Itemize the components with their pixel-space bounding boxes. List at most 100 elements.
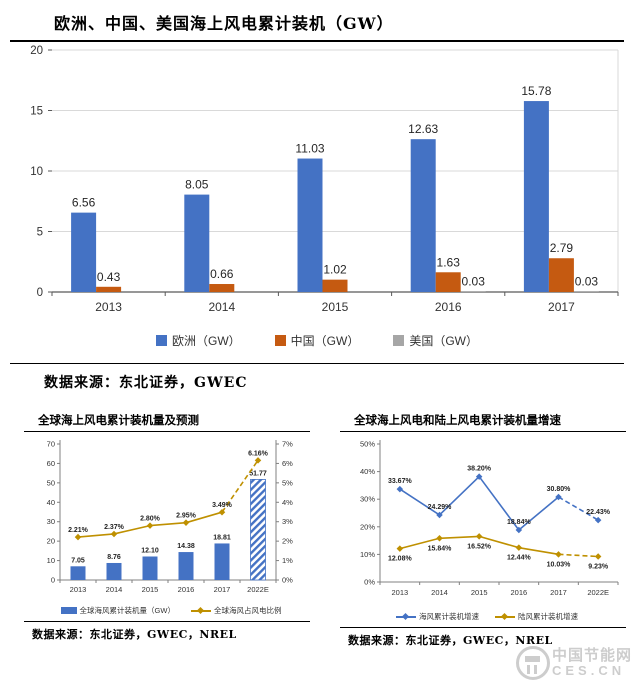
main-bar-chart: 0 5 10 15 20 2013 2014 2015 2016 2017 6.56 8.05 11.0… bbox=[30, 45, 619, 314]
line-segment bbox=[149, 521, 187, 527]
y-tick-label: 0 bbox=[51, 576, 55, 585]
y-tick-label: 40% bbox=[360, 467, 375, 476]
data-label: 0.66 bbox=[210, 267, 234, 281]
watermark: 中国节能网 CES.CN bbox=[515, 646, 632, 680]
bar bbox=[250, 479, 266, 581]
bar bbox=[297, 158, 323, 292]
data-label: 9.23% bbox=[588, 564, 609, 571]
watermark-line1: 中国节能网 bbox=[551, 646, 632, 664]
bar bbox=[435, 272, 461, 292]
growth-rates-chart: 0% 10% 20% 30% 40% 50% 2013 2014 2015 2016 2017 202… bbox=[360, 440, 619, 597]
line-segment bbox=[77, 533, 115, 538]
data-label: 12.10 bbox=[141, 547, 159, 554]
x-tick-label: 2013 bbox=[95, 300, 122, 314]
legend-bar-icon bbox=[60, 607, 77, 614]
line-segment bbox=[185, 511, 223, 524]
data-label: 15.84% bbox=[428, 545, 453, 552]
growth-rates-source-rule bbox=[340, 627, 626, 628]
data-label: 16.52% bbox=[467, 543, 492, 550]
bar bbox=[573, 291, 599, 292]
legend-label: 欧洲（GW） bbox=[171, 334, 241, 348]
data-label: 33.67% bbox=[388, 478, 413, 485]
main-chart-legend: 欧洲（GW） 中国（GW） 美国（GW） bbox=[0, 324, 634, 361]
x-tick-label: 2015 bbox=[471, 588, 488, 597]
legend-item: 全球海风占风电比例 bbox=[190, 605, 282, 616]
marker bbox=[110, 530, 118, 538]
legend-line-icon bbox=[495, 615, 515, 618]
legend-item: 全球海风累计装机量（GW） bbox=[60, 605, 175, 616]
sub-charts-row: 全球海上风电累计装机量及预测 0 10 20 30 40 50 60 70 0% 1% 2% 3% 4%… bbox=[0, 410, 634, 648]
y2-tick-label: 0% bbox=[282, 576, 293, 585]
legend-label: 全球海风累计装机量（GW） bbox=[79, 606, 175, 615]
y-tick-label: 20% bbox=[360, 522, 375, 531]
offshore-forecast-legend: 全球海风累计装机量（GW） 全球海风占风电比例 bbox=[24, 605, 318, 616]
data-label: 0.03 bbox=[575, 275, 599, 289]
legend-line-icon bbox=[190, 609, 211, 612]
line-segment bbox=[478, 535, 520, 549]
y-tick-label: 20 bbox=[47, 537, 55, 546]
legend-label: 全球海风占风电比例 bbox=[213, 606, 282, 615]
marker bbox=[74, 533, 82, 541]
data-label: 6.56 bbox=[72, 196, 96, 210]
data-label: 11.03 bbox=[295, 142, 324, 156]
data-label: 30.80% bbox=[547, 486, 572, 493]
x-tick-label: 2013 bbox=[70, 585, 87, 594]
watermark-line2: CES.CN bbox=[551, 663, 626, 679]
growth-rates-panel: 全球海上风电和陆上风电累计装机量增速 0% 10% 20% 30% 40% 50% 2013… bbox=[318, 410, 634, 648]
legend-swatch-icon bbox=[155, 335, 167, 346]
bar bbox=[214, 543, 230, 580]
data-label: 8.05 bbox=[185, 178, 209, 192]
data-label: 2.21% bbox=[68, 527, 89, 534]
data-label: 12.44% bbox=[507, 555, 532, 562]
legend-swatch-icon bbox=[274, 335, 286, 346]
marker bbox=[555, 551, 562, 558]
y-tick-label: 10% bbox=[360, 550, 375, 559]
offshore-forecast-source: 数据来源：东北证券，GWEC，NREL bbox=[32, 628, 237, 641]
y-tick-label: 15 bbox=[30, 106, 43, 118]
bar bbox=[523, 101, 549, 292]
y-tick-label: 40 bbox=[47, 498, 55, 507]
legend-item: 中国（GW） bbox=[274, 332, 359, 349]
bar bbox=[96, 286, 122, 292]
marker bbox=[396, 545, 404, 552]
bar bbox=[106, 562, 122, 580]
y2-tick-label: 4% bbox=[282, 498, 293, 507]
data-label: 51.77 bbox=[249, 470, 267, 477]
x-tick-label: 2017 bbox=[214, 585, 231, 594]
data-label: 18.81 bbox=[213, 534, 231, 541]
growth-rates-title: 全球海上风电和陆上风电累计装机量增速 bbox=[354, 413, 561, 427]
y-tick-label: 50 bbox=[47, 478, 55, 487]
bar bbox=[209, 284, 235, 292]
legend-line-icon bbox=[396, 615, 416, 618]
data-label: 24.29% bbox=[428, 504, 453, 511]
main-source-text: 数据来源：东北证券，GWEC bbox=[44, 375, 248, 391]
bar bbox=[410, 139, 436, 292]
y2-tick-label: 6% bbox=[282, 459, 293, 468]
y-tick-label: 60 bbox=[47, 459, 55, 468]
marker bbox=[436, 511, 443, 519]
x-tick-label: 2014 bbox=[106, 585, 123, 594]
data-label: 15.78 bbox=[521, 84, 551, 98]
y-tick-label: 30 bbox=[47, 517, 55, 526]
line-segment bbox=[399, 537, 440, 550]
data-label: 14.38 bbox=[177, 543, 195, 550]
title-divider bbox=[10, 40, 624, 42]
bar bbox=[178, 552, 194, 580]
page-title: 欧洲、中国、美国海上风电累计装机（GW） bbox=[54, 14, 394, 33]
growth-rates-legend: 海风累计装机增速 陆风累计装机增速 bbox=[340, 611, 634, 622]
marker bbox=[515, 544, 523, 551]
report-header: 欧洲、中国、美国海上风电累计装机（GW） bbox=[0, 0, 634, 42]
x-tick-label: 2017 bbox=[548, 300, 575, 314]
y2-tick-label: 2% bbox=[282, 537, 293, 546]
bar bbox=[142, 556, 158, 580]
data-label: 3.49% bbox=[212, 502, 233, 509]
bar bbox=[184, 194, 210, 292]
y2-tick-label: 1% bbox=[282, 556, 293, 565]
legend-swatch-icon bbox=[393, 335, 405, 346]
y-tick-label: 30% bbox=[360, 495, 375, 504]
y-tick-label: 0 bbox=[37, 287, 43, 299]
data-label: 12.08% bbox=[388, 556, 413, 563]
y-tick-label: 70 bbox=[47, 440, 55, 449]
marker bbox=[146, 522, 154, 529]
data-label: 2.95% bbox=[176, 513, 197, 520]
